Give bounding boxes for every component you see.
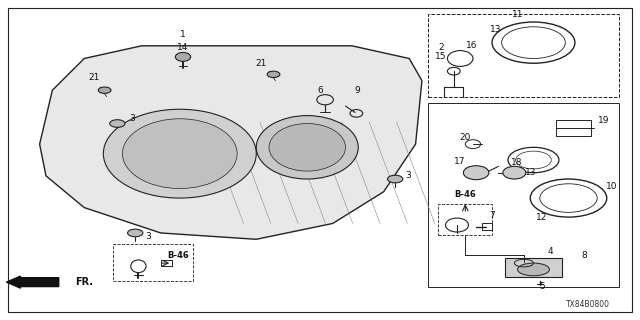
Text: 3: 3 (405, 172, 411, 180)
Ellipse shape (122, 119, 237, 188)
Text: 17: 17 (454, 157, 466, 166)
Ellipse shape (256, 116, 358, 179)
Text: B-46: B-46 (454, 190, 476, 199)
Text: B-46: B-46 (168, 251, 189, 260)
Text: 19: 19 (598, 116, 609, 125)
Text: 3: 3 (145, 232, 151, 241)
Text: FR.: FR. (75, 277, 93, 287)
Ellipse shape (103, 109, 256, 198)
Polygon shape (40, 46, 422, 239)
Text: 11: 11 (512, 10, 524, 19)
Text: 9: 9 (354, 86, 360, 95)
Ellipse shape (127, 229, 143, 237)
Ellipse shape (175, 52, 191, 61)
Text: 15: 15 (435, 52, 447, 61)
Text: 7: 7 (489, 211, 495, 220)
Text: 13: 13 (525, 168, 536, 177)
Text: 5: 5 (539, 282, 545, 292)
Text: 16: 16 (466, 41, 477, 50)
Ellipse shape (269, 124, 346, 171)
Text: 18: 18 (511, 158, 522, 167)
Text: 6: 6 (317, 86, 323, 95)
Text: 8: 8 (582, 251, 588, 260)
Text: 20: 20 (460, 133, 471, 142)
Ellipse shape (109, 120, 125, 127)
Text: 13: 13 (490, 25, 501, 35)
Text: 2: 2 (438, 43, 444, 52)
Text: 12: 12 (536, 212, 547, 222)
Ellipse shape (463, 166, 489, 180)
FancyBboxPatch shape (505, 258, 562, 277)
Ellipse shape (99, 87, 111, 93)
Text: 21: 21 (256, 59, 267, 68)
Text: 4: 4 (548, 247, 554, 256)
FancyArrow shape (6, 276, 59, 288)
Text: 3: 3 (129, 114, 135, 123)
Text: 1: 1 (180, 30, 186, 39)
Text: TX84B0800: TX84B0800 (566, 300, 610, 309)
Ellipse shape (267, 71, 280, 77)
Ellipse shape (518, 263, 549, 276)
Text: 21: 21 (88, 73, 99, 82)
Text: 10: 10 (606, 181, 618, 190)
Ellipse shape (503, 166, 526, 179)
Text: 14: 14 (177, 43, 189, 52)
Ellipse shape (388, 175, 403, 183)
